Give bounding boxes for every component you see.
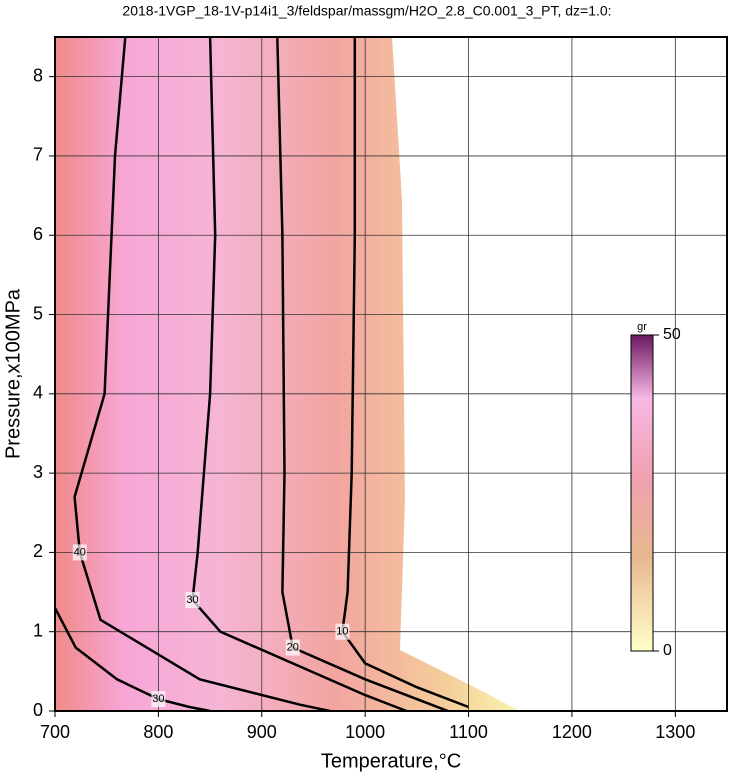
y-tick-label: 0 (33, 700, 43, 720)
contour-label: 30 (186, 594, 198, 606)
x-axis-label: Temperature,°C (321, 750, 461, 772)
contour-label: 30 (152, 693, 164, 705)
chart-title: 2018-1VGP_18-1V-p14i1_3/feldspar/massgm/… (122, 3, 611, 19)
contour-label-bg (285, 639, 300, 656)
contour-label-bg (185, 591, 200, 608)
contour-line (341, 37, 469, 709)
colorbar (630, 334, 654, 652)
y-tick-label: 6 (33, 224, 43, 244)
y-tick-label: 4 (33, 383, 43, 403)
x-tick-label: 900 (247, 722, 277, 742)
colorbar-label: gr (637, 321, 647, 333)
contour-label: 10 (336, 626, 348, 638)
x-tick-label: 1000 (345, 722, 385, 742)
x-tick-label: 800 (143, 722, 173, 742)
contour-line (55, 607, 211, 711)
y-tick-label: 8 (33, 65, 43, 85)
y-tick-label: 2 (33, 541, 43, 561)
y-tick-label: 7 (33, 145, 43, 165)
y-tick-label: 5 (33, 303, 43, 323)
contour-label-bg (335, 623, 350, 640)
contour-label-bg (151, 691, 166, 708)
y-tick-label: 3 (33, 462, 43, 482)
y-axis-label: Pressure,x100MPa (2, 288, 24, 459)
contour-label: 40 (74, 546, 86, 558)
y-tick-label: 1 (33, 620, 43, 640)
plot-frame (54, 36, 728, 712)
x-tick-label: 1300 (655, 722, 695, 742)
contour-label: 20 (287, 641, 299, 653)
colorbar-tick-label: 50 (663, 326, 681, 343)
colorbar-tick-label: 0 (663, 642, 672, 659)
x-tick-label: 700 (40, 722, 70, 742)
contour-line (276, 37, 449, 711)
contour-label-bg (72, 544, 87, 561)
x-tick-label: 1200 (552, 722, 592, 742)
contour-field (55, 37, 520, 711)
x-tick-label: 1100 (449, 722, 488, 742)
